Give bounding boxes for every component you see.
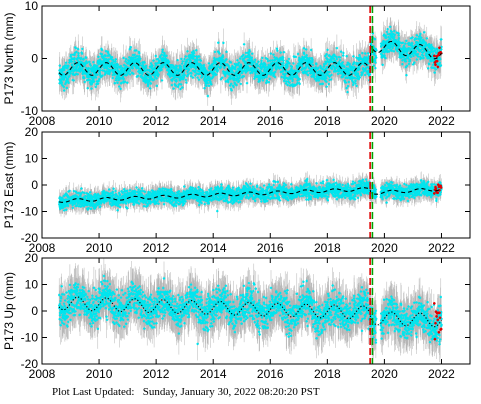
data-layer — [58, 17, 443, 106]
x-tick-label: 2010 — [86, 241, 113, 255]
y-axis-label: P173 East (mm) — [2, 142, 16, 229]
x-tick-label: 2022 — [428, 367, 455, 381]
y-tick-label: -20 — [21, 357, 39, 371]
data-layer — [58, 258, 443, 363]
x-tick-label: 2014 — [200, 367, 227, 381]
model-curve — [58, 187, 442, 203]
x-tick-label: 2012 — [143, 114, 170, 128]
y-tick-label: 0 — [31, 304, 38, 318]
x-tick-label: 2012 — [143, 367, 170, 381]
data-layer — [58, 171, 443, 219]
panel-3: 2008 2010 2012 2014 2016 2018 2020 2022 -20 -10 0 1… — [2, 251, 471, 381]
y-tick-label: -10 — [21, 205, 39, 219]
recent-points — [433, 302, 443, 341]
y-tick-label: -10 — [21, 104, 39, 118]
x-tick-label: 2018 — [314, 114, 341, 128]
y-tick-label: 0 — [31, 178, 38, 192]
x-tick-label: 2020 — [371, 241, 398, 255]
y-tick-label: 10 — [25, 0, 39, 13]
panel-1: 2008 2010 2012 2014 2016 2018 2020 2022 -10 0 10 P1… — [2, 0, 471, 128]
x-tick-label: 2010 — [86, 114, 113, 128]
model-curve — [58, 40, 442, 76]
update-timestamp: Sunday, January 30, 2022 08:20:20 PST — [142, 386, 320, 398]
data-points — [58, 25, 443, 98]
update-label: Plot Last Updated: — [52, 386, 135, 398]
y-tick-label: 20 — [25, 251, 39, 265]
y-tick-label: 20 — [25, 125, 39, 139]
x-tick-label: 2008 — [29, 114, 56, 128]
x-tick-label: 2014 — [200, 241, 227, 255]
model-curve — [58, 296, 442, 328]
y-axis-label: P173 North (mm) — [2, 12, 16, 104]
y-tick-label: 10 — [25, 152, 39, 166]
y-tick-label: 10 — [25, 278, 39, 292]
x-tick-label: 2012 — [143, 241, 170, 255]
y-tick-label: 0 — [31, 52, 38, 66]
x-tick-label: 2020 — [371, 367, 398, 381]
update-footer: Plot Last Updated: Sunday, January 30, 2… — [52, 386, 320, 398]
x-tick-label: 2018 — [314, 367, 341, 381]
x-tick-label: 2016 — [257, 114, 284, 128]
data-points — [58, 274, 443, 346]
x-tick-label: 2008 — [29, 241, 56, 255]
y-axis-label: P173 Up (mm) — [2, 272, 16, 350]
x-tick-label: 2008 — [29, 367, 56, 381]
y-tick-label: -20 — [21, 231, 39, 245]
recent-points — [433, 46, 443, 69]
x-tick-label: 2022 — [428, 114, 455, 128]
x-tick-label: 2018 — [314, 241, 341, 255]
x-tick-label: 2010 — [86, 367, 113, 381]
panel-2: 2008 2010 2012 2014 2016 2018 2020 2022 -20 -10 0 1… — [2, 125, 471, 255]
y-tick-label: -10 — [21, 331, 39, 345]
x-tick-label: 2016 — [257, 241, 284, 255]
x-tick-label: 2022 — [428, 241, 455, 255]
x-tick-label: 2016 — [257, 367, 284, 381]
x-tick-label: 2020 — [371, 114, 398, 128]
recent-points — [433, 183, 443, 195]
x-tick-label: 2014 — [200, 114, 227, 128]
